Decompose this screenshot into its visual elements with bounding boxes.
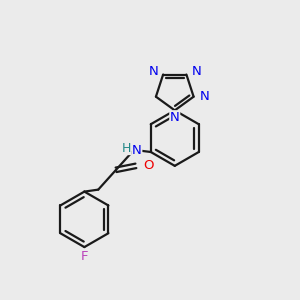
Text: N: N: [148, 65, 158, 78]
Text: O: O: [143, 159, 153, 172]
Text: N: N: [170, 111, 180, 124]
Text: N: N: [200, 90, 209, 103]
Text: N: N: [132, 143, 142, 157]
Text: F: F: [81, 250, 88, 262]
Text: H: H: [122, 142, 131, 154]
Text: N: N: [191, 65, 201, 78]
